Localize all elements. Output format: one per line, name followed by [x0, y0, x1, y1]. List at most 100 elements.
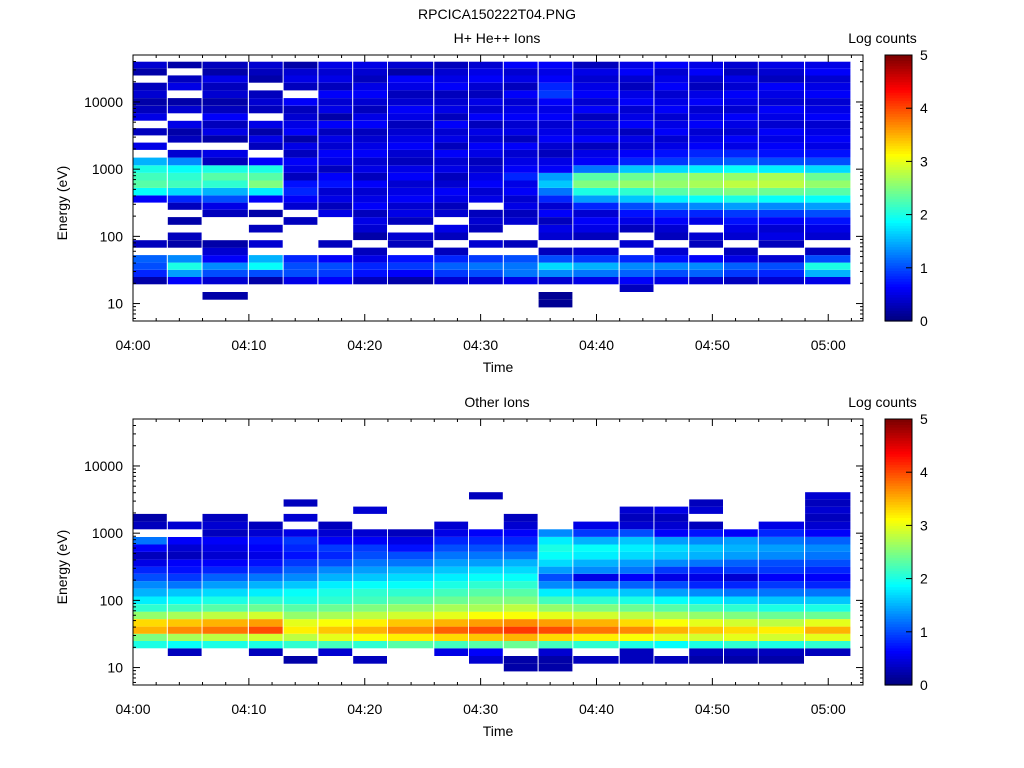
- heatmap-cell: [318, 202, 353, 210]
- heatmap-cell: [654, 633, 689, 641]
- heatmap-cell: [503, 277, 538, 285]
- colorbar-segment: [885, 480, 912, 484]
- heatmap-cell: [469, 641, 503, 649]
- heatmap-cell: [318, 82, 353, 91]
- heatmap-cell: [619, 551, 654, 560]
- colorbar-segment: [885, 259, 912, 264]
- heatmap-cell: [434, 559, 469, 567]
- colorbar-segment: [885, 116, 912, 120]
- heatmap-cell: [248, 648, 283, 656]
- colorbar-segment: [885, 637, 912, 641]
- heatmap-cell: [167, 128, 202, 136]
- heatmap-cell: [133, 277, 167, 285]
- x-axis-label: Time: [483, 723, 514, 739]
- heatmap-cell: [434, 187, 469, 196]
- heatmap-cell: [353, 209, 387, 218]
- heatmap-cell: [758, 537, 804, 545]
- heatmap-cell: [387, 551, 434, 560]
- heatmap-cell: [283, 135, 318, 143]
- heatmap-cell: [387, 559, 434, 567]
- heatmap-cell: [689, 596, 723, 605]
- heatmap-cell: [353, 506, 387, 514]
- heatmap-cell: [805, 105, 851, 114]
- heatmap-cell: [805, 611, 851, 620]
- heatmap-cell: [503, 663, 538, 672]
- plot-frame: [132, 54, 864, 322]
- heatmap-cell: [805, 195, 851, 203]
- heatmap-cell: [133, 611, 167, 620]
- colorbar-segment: [885, 281, 912, 285]
- heatmap-cell: [469, 648, 503, 656]
- heatmap-cell: [202, 619, 248, 627]
- colorbar-segment: [885, 297, 912, 301]
- heatmap-cell: [654, 626, 689, 634]
- heatmap-cell: [353, 113, 387, 121]
- colorbar-tick-label: 1: [920, 260, 928, 276]
- heatmap-cell: [619, 521, 654, 530]
- heatmap-cell: [758, 75, 804, 83]
- colorbar-segment: [885, 222, 912, 226]
- heatmap-cell: [133, 82, 167, 91]
- heatmap-cell: [202, 544, 248, 552]
- heatmap-cell: [318, 90, 353, 99]
- heatmap-cell: [538, 611, 573, 620]
- colorbar-segment: [885, 55, 912, 59]
- heatmap-cell: [573, 521, 619, 530]
- colorbar-segment: [885, 246, 912, 250]
- heatmap-cell: [758, 187, 804, 196]
- heatmap-cell: [434, 573, 469, 582]
- heatmap-cell: [353, 596, 387, 605]
- heatmap-cell: [434, 269, 469, 277]
- colorbar-segment: [885, 235, 912, 240]
- colorbar-segment: [885, 113, 912, 117]
- heatmap-cell: [654, 135, 689, 143]
- heatmap-cell: [133, 551, 167, 560]
- heatmap-cell: [654, 173, 689, 181]
- colorbar-segment: [885, 512, 912, 516]
- heatmap-cell: [387, 619, 434, 627]
- heatmap-cell: [248, 68, 283, 76]
- heatmap-cell: [318, 581, 353, 589]
- heatmap-cell: [619, 142, 654, 150]
- heatmap-cell: [202, 240, 248, 248]
- heatmap-cell: [503, 588, 538, 597]
- heatmap-cell: [202, 202, 248, 210]
- heatmap-cell: [167, 135, 202, 143]
- heatmap-cell: [248, 626, 283, 634]
- heatmap-cell: [353, 149, 387, 158]
- x-axis: 04:00 04:10 04:20 04:30 04:40 04:50 05:00: [115, 419, 852, 717]
- colorbar-segment: [885, 570, 912, 574]
- heatmap-cell: [619, 180, 654, 188]
- heatmap-cell: [133, 573, 167, 582]
- colorbar-tick-label: 3: [920, 153, 928, 169]
- heatmap-cell: [724, 165, 758, 173]
- heatmap-cell: [248, 142, 283, 150]
- colorbar-segment: [885, 102, 912, 107]
- heatmap-cell: [248, 180, 283, 188]
- heatmap-cell: [469, 113, 503, 121]
- colorbar-segment: [885, 650, 912, 654]
- heatmap-cell: [758, 165, 804, 173]
- heatmap-cell: [724, 113, 758, 121]
- colorbar-segment: [885, 294, 912, 298]
- heatmap-cell: [503, 581, 538, 589]
- heatmap-cell: [353, 611, 387, 620]
- heatmap-cell: [758, 232, 804, 241]
- heatmap-cell: [724, 209, 758, 218]
- heatmap-cell: [689, 537, 723, 545]
- heatmap-cell: [654, 611, 689, 620]
- heatmap-cell: [469, 82, 503, 91]
- heatmap-cell: [283, 641, 318, 649]
- heatmap-cell: [387, 105, 434, 114]
- heatmap-cell: [202, 277, 248, 285]
- heatmap-cell: [805, 217, 851, 225]
- heatmap-cell: [758, 559, 804, 567]
- heatmap-cell: [654, 128, 689, 136]
- heatmap-cell: [503, 596, 538, 605]
- heatmap-cell: [689, 544, 723, 552]
- heatmap-cell: [503, 165, 538, 173]
- colorbar-segment: [885, 631, 912, 636]
- colorbar-segment: [885, 251, 912, 256]
- heatmap-cell: [469, 149, 503, 158]
- heatmap-cell: [689, 173, 723, 181]
